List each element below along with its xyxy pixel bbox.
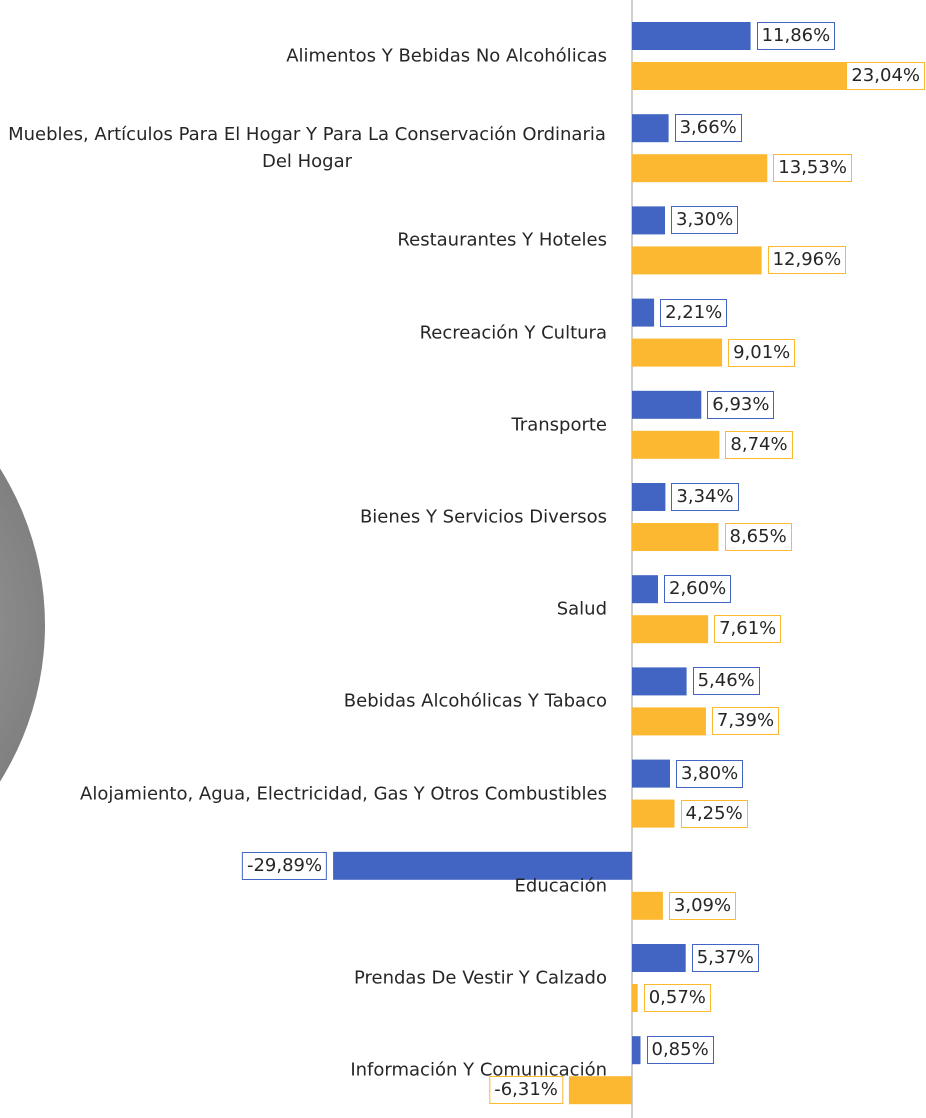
category-text: Información Y Comunicación (350, 1057, 607, 1084)
value-label: 6,93% (707, 391, 774, 419)
category-text: Salud (557, 596, 607, 623)
value-label: -29,89% (242, 852, 327, 880)
value-label: 7,39% (712, 707, 779, 735)
category-text: Muebles, Artículos Para El Hogar Y Para … (7, 121, 607, 175)
bar (632, 62, 862, 90)
bar (632, 615, 708, 643)
bar (632, 667, 687, 695)
bar (632, 483, 665, 511)
bar (632, 760, 670, 788)
bar (632, 984, 638, 1012)
bar (632, 523, 719, 551)
category-label: Restaurantes Y Hoteles (7, 227, 607, 254)
category-text: Alojamiento, Agua, Electricidad, Gas Y O… (80, 780, 607, 807)
value-label: 0,85% (647, 1036, 714, 1064)
value-label: 5,37% (692, 944, 759, 972)
value-label: 13,53% (773, 154, 852, 182)
category-text: Prendas De Vestir Y Calzado (354, 965, 607, 992)
value-label: 3,80% (676, 760, 743, 788)
bar (632, 944, 686, 972)
value-label: 0,57% (644, 984, 711, 1012)
bar (632, 800, 675, 828)
bar (632, 206, 665, 234)
value-label: 2,60% (664, 575, 731, 603)
category-text: Restaurantes Y Hoteles (397, 227, 607, 254)
category-label: Salud (7, 596, 607, 623)
category-text: Bebidas Alcohólicas Y Tabaco (344, 688, 607, 715)
bar (632, 892, 663, 920)
value-label: 23,04% (846, 62, 925, 90)
bar (632, 431, 719, 459)
bar (632, 391, 701, 419)
category-label: Alimentos Y Bebidas No Alcohólicas (7, 43, 607, 70)
category-text: Bienes Y Servicios Diversos (360, 504, 607, 531)
value-label: 8,74% (725, 431, 792, 459)
bar (632, 246, 762, 274)
value-label: 12,96% (768, 246, 847, 274)
value-label: 4,25% (681, 800, 748, 828)
bar (632, 1036, 641, 1064)
value-label: 5,46% (693, 667, 760, 695)
bar (632, 707, 706, 735)
category-label: Bienes Y Servicios Diversos (7, 504, 607, 531)
value-label: 3,30% (671, 206, 738, 234)
bar (632, 339, 722, 367)
category-text: Transporte (511, 411, 607, 438)
bar (632, 114, 669, 142)
value-label: 3,09% (669, 892, 736, 920)
bar (632, 154, 767, 182)
value-label: 3,66% (675, 114, 742, 142)
value-label: 3,34% (671, 483, 738, 511)
category-label: Transporte (7, 411, 607, 438)
category-label: Recreación Y Cultura (7, 319, 607, 346)
category-label: Alojamiento, Agua, Electricidad, Gas Y O… (7, 780, 607, 807)
category-text: Recreación Y Cultura (420, 319, 607, 346)
value-label: 8,65% (725, 523, 792, 551)
value-label: -6,31% (489, 1076, 563, 1104)
value-label: 9,01% (728, 339, 795, 367)
value-label: 2,21% (660, 299, 727, 327)
value-label: 11,86% (757, 22, 836, 50)
page: (() => { const data = JSON.parse(documen… (0, 0, 926, 1118)
value-label: 7,61% (714, 615, 781, 643)
bar (632, 575, 658, 603)
category-text: Educación (515, 872, 607, 899)
category-label: Prendas De Vestir Y Calzado (7, 965, 607, 992)
bar (632, 22, 751, 50)
category-label: Bebidas Alcohólicas Y Tabaco (7, 688, 607, 715)
bar (632, 299, 654, 327)
category-text: Alimentos Y Bebidas No Alcohólicas (286, 43, 607, 70)
category-label: Muebles, Artículos Para El Hogar Y Para … (7, 121, 607, 175)
